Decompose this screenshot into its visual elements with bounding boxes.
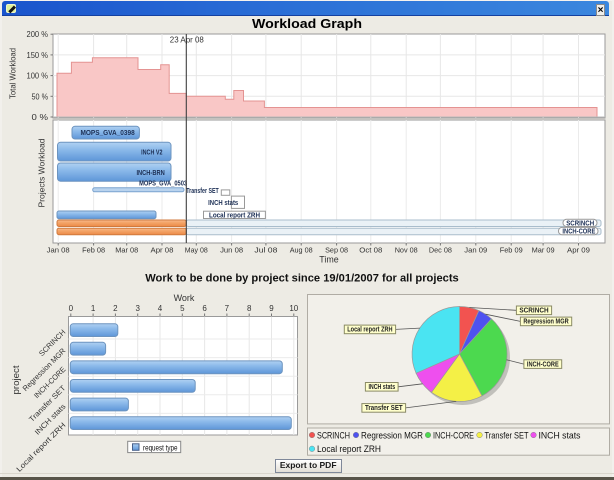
svg-text:200 %: 200 % [27,30,49,39]
svg-text:3: 3 [135,304,140,313]
svg-text:8: 8 [247,304,252,313]
svg-text:Feb 08: Feb 08 [82,246,105,255]
svg-text:Transfer SET: Transfer SET [485,430,529,440]
svg-text:100 %: 100 % [27,72,49,81]
svg-text:Dec 08: Dec 08 [429,246,452,255]
svg-text:Jan 09: Jan 09 [464,246,487,255]
svg-text:INCH stats: INCH stats [208,198,238,207]
svg-text:7: 7 [225,304,230,313]
svg-text:Nov 08: Nov 08 [395,246,418,255]
svg-text:Local report ZRH: Local report ZRH [347,325,392,334]
svg-text:Sep 08: Sep 08 [325,246,348,255]
svg-text:1: 1 [91,304,96,313]
svg-text:0: 0 [69,304,74,313]
svg-text:Apr 09: Apr 09 [567,246,590,255]
svg-text:Jun 08: Jun 08 [220,246,243,255]
svg-text:Transfer SET: Transfer SET [186,186,219,195]
svg-text:Oct 08: Oct 08 [359,246,382,255]
svg-text:INCH stats: INCH stats [368,382,395,391]
svg-text:9: 9 [269,304,274,313]
svg-text:Regression MGR: Regression MGR [361,430,423,440]
svg-text:6: 6 [202,304,207,313]
svg-text:INCH stats: INCH stats [539,430,581,440]
svg-text:INCH-CORE: INCH-CORE [562,227,595,236]
svg-text:150 %: 150 % [27,51,49,60]
svg-text:Mar 09: Mar 09 [532,246,555,255]
svg-text:Jan 08: Jan 08 [47,246,70,255]
svg-text:INCH-CORE: INCH-CORE [433,430,474,440]
svg-text:Regression MGR: Regression MGR [523,317,569,326]
svg-text:Local report ZRH: Local report ZRH [317,444,381,454]
svg-text:SCRINCH: SCRINCH [519,306,548,315]
svg-text:request type: request type [143,442,178,452]
svg-text:Transfer SET: Transfer SET [365,403,403,412]
svg-text:Local report ZRH: Local report ZRH [209,211,260,220]
svg-text:INCH V2: INCH V2 [141,148,162,157]
svg-text:MOPS_GVA_0503: MOPS_GVA_0503 [139,178,187,187]
svg-text:Work to be done by project sin: Work to be done by project since 19/01/2… [145,273,459,285]
svg-text:SCRINCH: SCRINCH [566,219,594,228]
svg-text:MOPS_GVA_0398: MOPS_GVA_0398 [80,128,134,137]
svg-text:Projects Workload: Projects Workload [37,138,47,207]
svg-text:2: 2 [113,304,118,313]
svg-text:Mar 08: Mar 08 [115,246,138,255]
svg-text:INCH-CORE: INCH-CORE [527,359,559,368]
svg-text:Jul 08: Jul 08 [254,246,277,255]
svg-text:4: 4 [158,304,163,313]
svg-text:0 %: 0 % [32,113,49,122]
svg-text:Aug 08: Aug 08 [290,246,313,255]
svg-text:Total Workload: Total Workload [7,48,17,99]
svg-text:SCRINCH: SCRINCH [317,430,350,440]
svg-text:project: project [11,365,21,395]
svg-text:May 08: May 08 [185,246,208,255]
svg-text:Work: Work [174,293,195,303]
svg-text:Apr 08: Apr 08 [151,246,174,255]
svg-text:Feb 09: Feb 09 [500,246,523,255]
svg-text:10: 10 [289,304,298,313]
svg-text:5: 5 [180,304,185,313]
svg-text:23 Apr 08: 23 Apr 08 [170,34,204,44]
svg-text:INCH-BRN: INCH-BRN [136,168,164,177]
svg-text:Workload Graph: Workload Graph [252,16,362,31]
svg-text:Time: Time [319,254,338,265]
svg-text:50 %: 50 % [32,92,49,101]
